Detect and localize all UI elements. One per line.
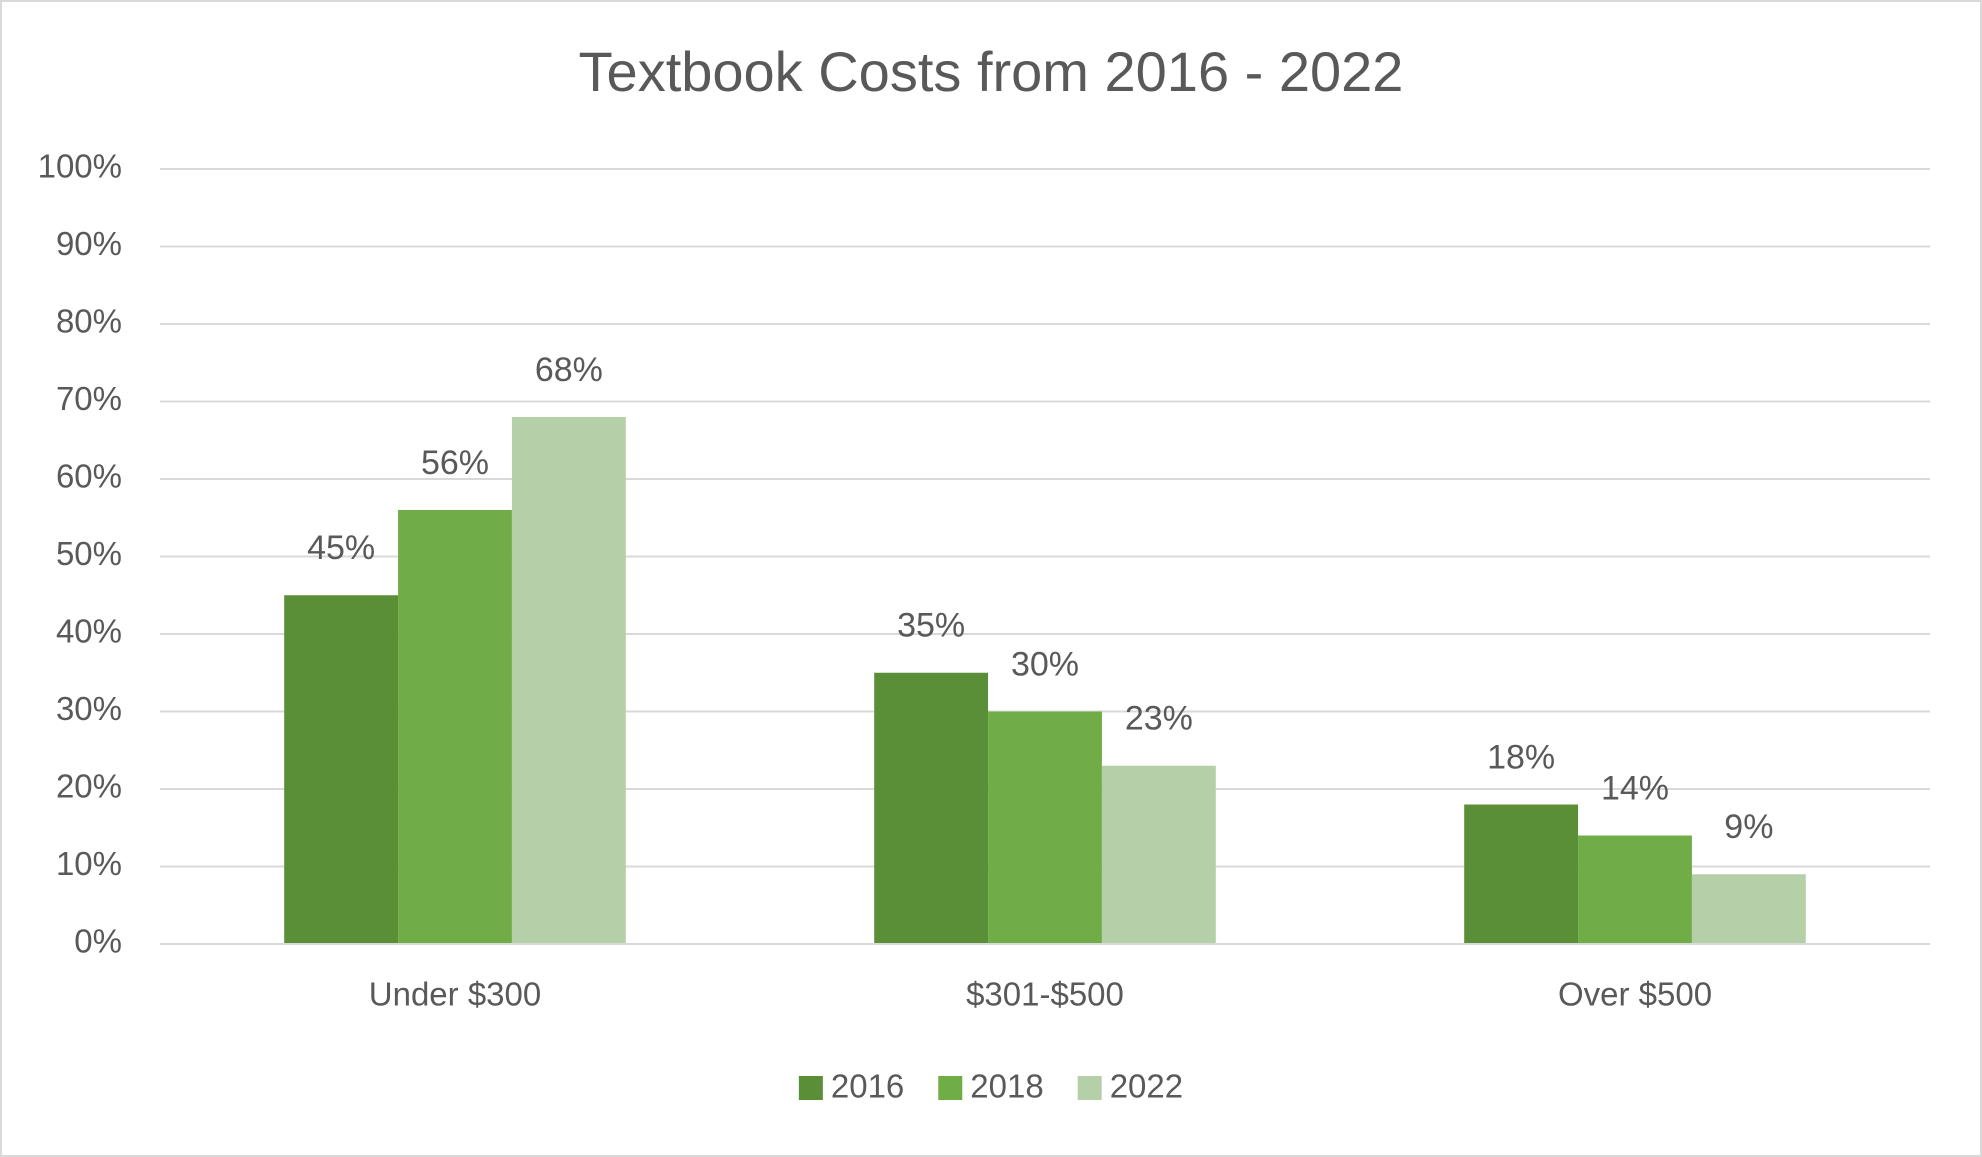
data-label: 18% [1487, 738, 1555, 776]
data-label: 35% [897, 607, 965, 645]
bar [1101, 765, 1216, 944]
bar [874, 672, 989, 944]
y-tick-label: 0% [74, 923, 122, 960]
y-tick-label: 10% [56, 845, 122, 882]
x-tick-label: Under $300 [369, 976, 541, 1013]
chart-title: Textbook Costs from 2016 - 2022 [579, 40, 1404, 103]
data-label: 68% [535, 351, 603, 389]
bar [1691, 874, 1806, 944]
y-tick-label: 20% [56, 768, 122, 805]
data-label: 45% [307, 529, 375, 567]
y-tick-label: 100% [38, 148, 122, 185]
y-tick-label: 70% [56, 380, 122, 417]
legend-label: 2016 [831, 1068, 904, 1105]
legend-swatch [798, 1076, 823, 1100]
data-label: 56% [421, 444, 489, 482]
bar [511, 417, 626, 944]
legend-label: 2022 [1110, 1068, 1183, 1105]
legend-swatch [938, 1076, 963, 1100]
y-tick-label: 80% [56, 303, 122, 340]
legend-swatch [1077, 1076, 1102, 1100]
y-tick-label: 40% [56, 613, 122, 650]
bar [1464, 804, 1579, 944]
y-tick-label: 30% [56, 690, 122, 727]
legend-label: 2018 [970, 1068, 1043, 1105]
data-label: 14% [1601, 769, 1669, 807]
bar [1578, 835, 1692, 944]
y-tick-label: 50% [56, 535, 122, 572]
data-label: 30% [1011, 645, 1079, 683]
bar [988, 711, 1102, 944]
bar [398, 510, 512, 944]
x-tick-label: $301-$500 [966, 976, 1124, 1013]
x-tick-label: Over $500 [1558, 976, 1712, 1013]
y-tick-label: 60% [56, 458, 122, 495]
bar [284, 595, 399, 944]
data-label: 9% [1724, 808, 1773, 846]
data-label: 23% [1125, 700, 1193, 738]
y-tick-label: 90% [56, 225, 122, 262]
